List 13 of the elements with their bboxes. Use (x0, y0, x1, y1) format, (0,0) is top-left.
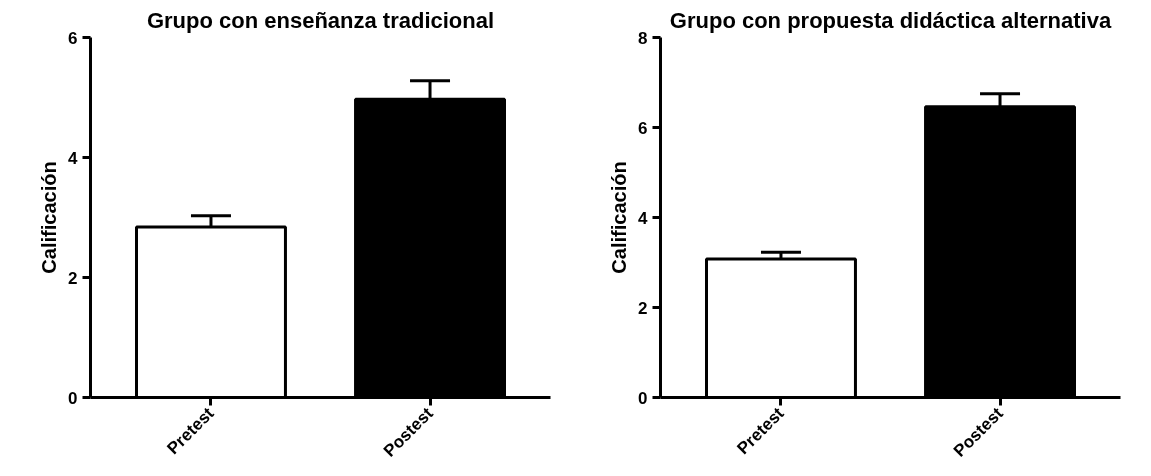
y-axis-title: Calificación (608, 161, 631, 274)
y-tick-label: 4 (68, 148, 79, 168)
y-tick-label: 2 (638, 298, 648, 318)
chart-title: Grupo con propuesta didáctica alternativa (669, 7, 1112, 33)
y-tick-label: 0 (68, 388, 78, 408)
y-tick-label: 8 (638, 28, 648, 48)
y-tick-label: 6 (638, 118, 648, 138)
y-tick-label: 2 (68, 268, 78, 288)
y-tick-label: 0 (638, 388, 648, 408)
chart-title: Grupo con enseñanza tradicional (146, 7, 495, 33)
y-tick-label: 6 (68, 28, 78, 48)
y-axis-title: Calificación (38, 161, 61, 274)
y-tick-label: 4 (638, 208, 649, 228)
